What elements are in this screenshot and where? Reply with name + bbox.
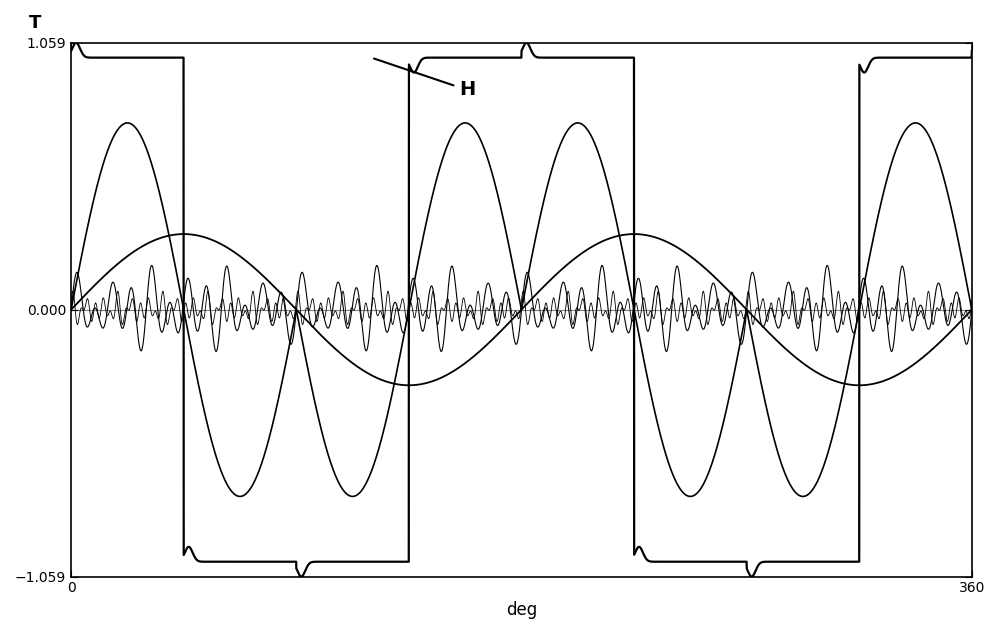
Text: T: T — [29, 14, 41, 32]
X-axis label: deg: deg — [506, 601, 537, 619]
Text: H: H — [374, 58, 475, 100]
